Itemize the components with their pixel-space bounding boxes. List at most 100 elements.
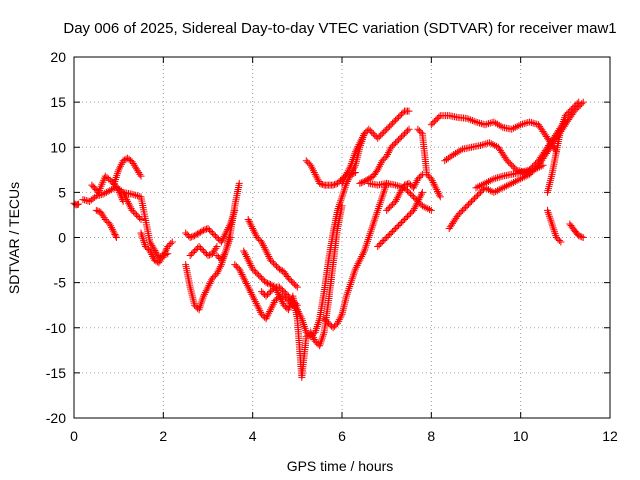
data-point (427, 206, 435, 214)
data-point (520, 167, 528, 175)
data-point (159, 252, 167, 260)
data-point (508, 125, 516, 133)
data-point (291, 300, 299, 308)
data-point (210, 273, 218, 281)
data-point (387, 202, 395, 210)
data-point (364, 237, 372, 245)
data-point (405, 188, 413, 196)
data-point (399, 217, 407, 225)
data-point (278, 298, 286, 306)
data-point (383, 206, 391, 214)
data-point (370, 218, 378, 226)
data-point (377, 240, 385, 248)
data-point (479, 180, 487, 188)
data-point (515, 176, 523, 184)
data-point (262, 279, 270, 287)
y-tick-label: 15 (50, 94, 66, 110)
data-point (411, 194, 419, 202)
data-point (250, 228, 258, 236)
series-track-y (427, 112, 560, 156)
data-point (264, 311, 272, 319)
data-point (280, 301, 288, 309)
data-point (278, 286, 286, 294)
data-point (259, 276, 267, 284)
data-point (121, 156, 129, 164)
data-point (317, 180, 325, 188)
data-point (188, 233, 196, 241)
data-point (192, 246, 200, 254)
data-point (518, 174, 526, 182)
data-point (453, 148, 461, 156)
data-point (314, 321, 322, 329)
data-point (213, 252, 221, 260)
data-point (396, 112, 404, 120)
data-point (128, 158, 136, 166)
data-point (250, 296, 258, 304)
data-point (450, 150, 458, 158)
data-point (492, 119, 500, 127)
data-point (107, 186, 115, 194)
data-point (406, 181, 414, 189)
data-point (296, 311, 304, 319)
x-tick-label: 6 (338, 428, 346, 444)
data-point (517, 121, 525, 129)
data-point (411, 180, 419, 188)
data-point (520, 120, 528, 128)
data-point (195, 306, 203, 314)
data-point (476, 141, 484, 149)
data-point (446, 153, 454, 161)
data-point (268, 286, 276, 294)
data-point (354, 260, 362, 268)
data-point (139, 235, 147, 243)
data-point (543, 206, 551, 214)
data-point (385, 147, 393, 155)
data-point (212, 244, 220, 252)
data-point (399, 131, 407, 139)
data-point (337, 195, 345, 203)
data-point (469, 196, 477, 204)
data-point (510, 124, 518, 132)
y-tick-label: 5 (58, 184, 66, 200)
data-point (379, 189, 387, 197)
data-point (292, 304, 300, 312)
data-point (246, 219, 254, 227)
series-track-k (213, 179, 243, 264)
data-point (504, 181, 512, 189)
data-point (191, 247, 199, 255)
data-point (255, 305, 263, 313)
data-point (369, 130, 377, 138)
data-point (214, 268, 222, 276)
data-point (262, 315, 270, 323)
data-point (369, 220, 377, 228)
data-point (274, 289, 282, 297)
data-point (555, 237, 563, 245)
data-point (497, 122, 505, 130)
data-point (268, 258, 276, 266)
data-point (510, 178, 518, 186)
data-point (165, 241, 173, 249)
data-point (408, 191, 416, 199)
data-point (399, 109, 407, 117)
data-point (195, 229, 203, 237)
data-point (186, 234, 194, 241)
data-point (200, 290, 208, 298)
data-point (393, 223, 401, 231)
data-point (343, 290, 351, 298)
data-point (527, 164, 535, 172)
data-point (545, 210, 553, 218)
data-point (120, 190, 128, 198)
grid (74, 57, 610, 418)
data-point (112, 232, 120, 240)
data-point (356, 179, 364, 187)
series-track-r (320, 179, 391, 332)
data-point (293, 283, 301, 291)
data-point (356, 256, 364, 264)
data-point (398, 110, 406, 118)
data-point (242, 278, 250, 286)
data-point (119, 188, 127, 196)
data-point (474, 183, 482, 191)
data-point (395, 190, 403, 198)
data-point (381, 127, 389, 135)
data-point (508, 179, 516, 187)
data-point (485, 186, 493, 194)
